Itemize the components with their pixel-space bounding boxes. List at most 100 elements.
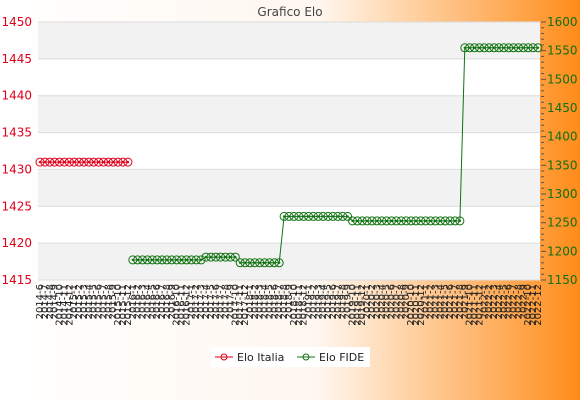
x-tick-label: 2022-10: [523, 284, 534, 326]
x-tick-label: 2020-6: [387, 284, 398, 319]
x-tick-label: 2021-12: [474, 284, 485, 326]
x-tick-label: 2019-12: [357, 284, 368, 326]
x-tick-label: 2022-12: [533, 284, 544, 326]
data-point[interactable]: [455, 216, 465, 226]
legend-marker-italia: [220, 353, 228, 361]
x-tick-label: 2017-3: [196, 284, 207, 319]
data-point-dot: [346, 215, 349, 218]
series-layer: [35, 43, 543, 268]
legend-marker-fide: [302, 353, 310, 361]
plot-bands: [38, 22, 540, 280]
legend-entry-italia[interactable]: Elo Italia: [215, 351, 284, 364]
data-point[interactable]: [343, 211, 353, 221]
x-tick-label: 2021-11: [470, 284, 481, 326]
data-point-dot: [126, 160, 130, 164]
left-tick-label: 1420: [1, 236, 32, 250]
x-tick-label: 2019-4: [318, 284, 329, 319]
x-tick-label: 2017-9: [225, 284, 236, 319]
data-point[interactable]: [230, 252, 240, 262]
x-tick-label: 2019-10: [347, 284, 358, 326]
x-tick-label: 2016-1: [128, 284, 139, 319]
data-point-dot: [458, 219, 462, 223]
x-tick-label: 2017-10: [230, 284, 241, 326]
x-tick-label: 2017-1: [186, 284, 197, 319]
x-tick-label: 2022-8: [513, 284, 524, 319]
x-tick-label: 2020-2: [367, 284, 378, 319]
right-axis: 1150 1200 1250 1300 1350 1400 1450 1500 1550 1600: [541, 15, 578, 287]
x-tick-label: 2020-3: [372, 284, 383, 319]
data-point-dot: [536, 46, 540, 49]
x-tick-label: 2015-3: [79, 284, 90, 319]
left-tick-label: 1450: [1, 15, 32, 29]
x-tick-label: 2018-9: [284, 284, 295, 319]
x-tick-label: 2017-6: [211, 284, 222, 319]
x-tick-label: 2017-7: [216, 284, 227, 319]
x-tick-label: 2021-6: [445, 284, 456, 319]
x-tick-label: 2019-9: [343, 284, 354, 319]
right-tick-label: 1550: [547, 44, 578, 58]
right-tick-label: 1600: [547, 15, 578, 29]
x-tick-label: 2016-8: [162, 284, 173, 319]
x-tick-label: 2021-2: [426, 284, 437, 319]
x-tick-label: 2020-12: [416, 284, 427, 326]
x-tick-label: 2014-9: [50, 284, 61, 319]
x-tick-label: 2022-6: [504, 284, 515, 319]
data-point[interactable]: [196, 255, 206, 265]
x-tick-label: 2021-5: [440, 284, 451, 319]
x-tick-label: 2020-11: [411, 284, 422, 326]
x-tick-label: 2022-7: [509, 284, 520, 319]
x-tick-label: 2016-3: [138, 284, 149, 319]
x-tick-label: 2017-12: [240, 284, 251, 326]
x-tick-label: 2021-10: [465, 284, 476, 326]
x-tick-label: 2019-7: [333, 284, 344, 319]
x-tick-label: 2018-11: [294, 284, 305, 326]
x-tick-label: 2020-5: [382, 284, 393, 319]
right-tick-label: 1400: [547, 130, 578, 144]
x-tick-label: 2015-6: [94, 284, 105, 319]
legend-label-italia: Elo Italia: [237, 351, 284, 364]
x-tick-label: 2014-7: [40, 284, 51, 319]
x-tick-label: 2015-7: [98, 284, 109, 319]
plot-band: [38, 243, 540, 280]
right-tick-label: 1250: [547, 216, 578, 230]
x-tick-label: 2017-5: [206, 284, 217, 319]
x-tick-label: 2019-6: [328, 284, 339, 319]
x-tick-label: 2015-8: [103, 284, 114, 319]
x-tick-label: 2016-9: [167, 284, 178, 319]
data-point[interactable]: [533, 43, 543, 53]
x-tick-label: 2016-11: [177, 284, 188, 326]
x-tick-label: 2022-2: [484, 284, 495, 319]
left-tick-label: 1430: [1, 162, 32, 176]
chart-title: Grafico Elo: [257, 5, 322, 19]
data-point[interactable]: [123, 157, 133, 167]
x-tick-label: 2017-8: [221, 284, 232, 319]
x-tick-label: 2016-6: [152, 284, 163, 319]
x-tick-label: 2017-2: [191, 284, 202, 319]
x-tick-label: 2015-4: [84, 284, 95, 319]
x-tick-label: 2014-8: [45, 284, 56, 319]
x-tick-label: 2015-2: [74, 284, 85, 319]
legend-entry-fide[interactable]: Elo FIDE: [297, 351, 364, 364]
left-tick-label: 1445: [1, 52, 32, 66]
x-tick-label: 2019-2: [308, 284, 319, 319]
x-tick-label: 2019-11: [352, 284, 363, 326]
x-tick-label: 2022-3: [489, 284, 500, 319]
x-tick-label: 2019-3: [313, 284, 324, 319]
x-tick-label: 2019-8: [338, 284, 349, 319]
left-tick-label: 1425: [1, 199, 32, 213]
data-point-dot: [234, 255, 237, 259]
legend: Elo Italia Elo FIDE: [211, 347, 370, 367]
x-tick-label: 2018-5: [264, 284, 275, 319]
x-tick-label: 2016-5: [147, 284, 158, 319]
x-tick-label: 2015-9: [108, 284, 119, 319]
x-tick-label: 2018-1: [245, 284, 256, 319]
data-point[interactable]: [274, 258, 284, 268]
x-tick-label: 2018-8: [279, 284, 290, 319]
x-tick-label: 2015-1: [69, 284, 80, 319]
plot-band: [38, 22, 540, 59]
x-tick-label: 2022-1: [479, 284, 490, 319]
x-tick-label: 2016-10: [172, 284, 183, 326]
x-tick-label: 2018-12: [299, 284, 310, 326]
x-axis: 2014-62014-72014-82014-92014-102014-1120…: [35, 284, 544, 326]
x-tick-label: 2016-12: [181, 284, 192, 326]
